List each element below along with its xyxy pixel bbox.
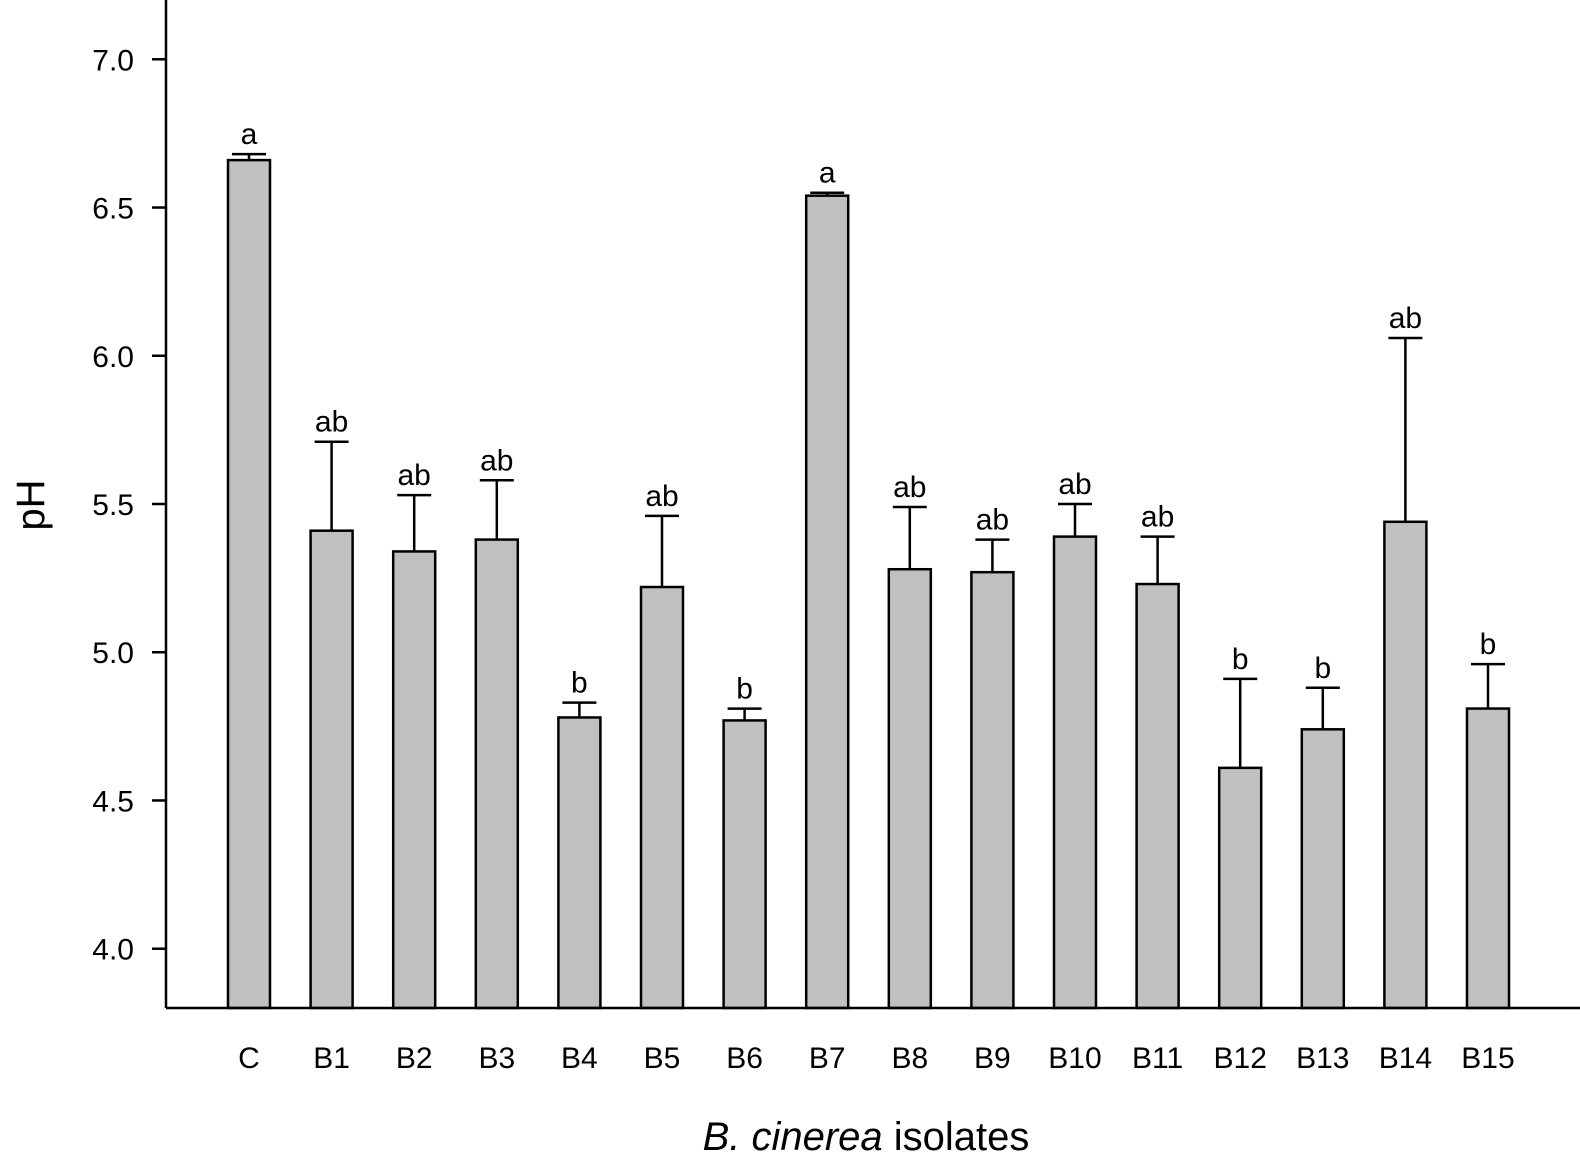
bar-B13 bbox=[1300, 728, 1346, 1010]
x-tick-label-B4: B4 bbox=[561, 1042, 598, 1075]
x-tick-label-B14: B14 bbox=[1379, 1042, 1432, 1075]
y-tick-label: 6.0 bbox=[92, 341, 134, 374]
bar-B15 bbox=[1465, 707, 1511, 1010]
bar-B9 bbox=[970, 570, 1015, 1010]
x-tick-label-B1: B1 bbox=[313, 1042, 350, 1075]
y-tick-label: 5.5 bbox=[92, 489, 134, 522]
x-tick-label-B8: B8 bbox=[891, 1042, 928, 1075]
y-axis-title: pH bbox=[9, 479, 53, 530]
significance-label-B15: b bbox=[1480, 628, 1497, 661]
significance-label-B13: b bbox=[1314, 652, 1331, 685]
bar-B8 bbox=[887, 567, 933, 1010]
y-tick-label: 7.0 bbox=[92, 44, 134, 77]
x-tick-label-B9: B9 bbox=[974, 1042, 1011, 1075]
significance-label-B5: ab bbox=[645, 480, 678, 513]
significance-label-B11: ab bbox=[1141, 501, 1174, 534]
bar-B7 bbox=[804, 194, 850, 1010]
bar-B10 bbox=[1052, 535, 1098, 1010]
significance-label-B3: ab bbox=[480, 444, 513, 477]
x-tick-label-B5: B5 bbox=[644, 1042, 681, 1075]
x-tick-label-B6: B6 bbox=[726, 1042, 763, 1075]
x-axis-title: B. cinerea isolates bbox=[703, 1115, 1030, 1159]
significance-label-C: a bbox=[241, 118, 258, 151]
bar-B11 bbox=[1135, 582, 1180, 1010]
x-tick-label-B3: B3 bbox=[478, 1042, 515, 1075]
x-tick-label-B15: B15 bbox=[1461, 1042, 1514, 1075]
significance-label-B9: ab bbox=[976, 504, 1009, 537]
bar-B3 bbox=[474, 538, 520, 1010]
bar-B1 bbox=[309, 529, 354, 1010]
y-tick-label: 5.0 bbox=[92, 637, 134, 670]
x-axis-title-rest: isolates bbox=[883, 1115, 1030, 1159]
bar-B5 bbox=[639, 585, 685, 1010]
x-tick-label-C: C bbox=[238, 1042, 260, 1075]
bars-layer: a ab ab ab b ab b a ab ab ab ab b b ab b bbox=[226, 118, 1511, 1010]
significance-label-B1: ab bbox=[315, 406, 348, 439]
x-axis-title-italic: B. cinerea bbox=[703, 1115, 883, 1159]
axes-layer bbox=[164, 0, 1580, 1010]
bar-B4 bbox=[557, 716, 602, 1010]
x-tick-label-B2: B2 bbox=[396, 1042, 433, 1075]
x-tick-labels: C B1 B2 B3 B4 B5 B6 B7 B8 B9 B10 B11 B12 B13 B14 B15 bbox=[238, 1042, 1515, 1075]
x-tick-label-B11: B11 bbox=[1132, 1042, 1183, 1075]
x-tick-label-B12: B12 bbox=[1214, 1042, 1267, 1075]
significance-label-B7: a bbox=[819, 157, 836, 190]
bar-B2 bbox=[391, 550, 437, 1010]
bar-B6 bbox=[722, 719, 767, 1010]
significance-label-B10: ab bbox=[1058, 468, 1091, 501]
x-tick-label-B13: B13 bbox=[1296, 1042, 1349, 1075]
y-tick-label: 6.5 bbox=[92, 193, 134, 226]
bar-B14 bbox=[1383, 520, 1428, 1010]
bar-C bbox=[226, 158, 272, 1010]
significance-label-B6: b bbox=[736, 673, 753, 706]
y-ticks: 4.0 4.5 5.0 5.5 6.0 6.5 7.0 bbox=[92, 44, 166, 967]
x-tick-label-B7: B7 bbox=[809, 1042, 846, 1075]
x-tick-label-B10: B10 bbox=[1048, 1042, 1101, 1075]
bar-B12 bbox=[1217, 766, 1263, 1010]
significance-label-B2: ab bbox=[398, 459, 431, 492]
significance-label-B8: ab bbox=[893, 471, 926, 504]
significance-label-B12: b bbox=[1232, 643, 1249, 676]
significance-label-B14: ab bbox=[1389, 302, 1422, 335]
y-tick-label: 4.0 bbox=[92, 934, 134, 967]
y-tick-label: 4.5 bbox=[92, 785, 134, 818]
significance-label-B4: b bbox=[571, 667, 588, 700]
